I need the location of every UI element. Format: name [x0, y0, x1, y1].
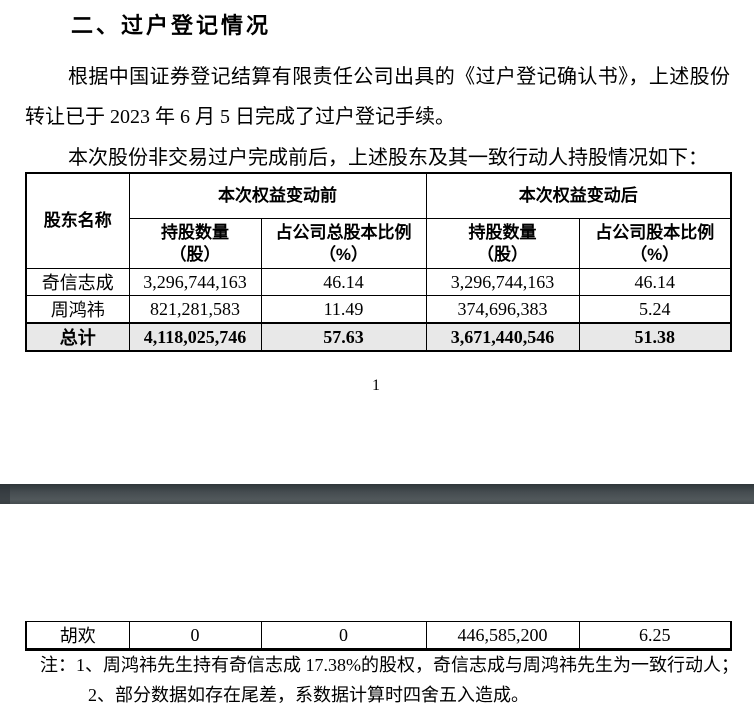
cell-after-percent: 46.14 — [578, 268, 732, 296]
paragraph-1-line-2: 转让已于 2023 年 6 月 5 日完成了过户登记手续。 — [25, 106, 455, 128]
header-after-shares: 持股数量 （股） — [425, 218, 580, 269]
cell-before-percent: 46.14 — [260, 268, 427, 296]
cell-after-shares: 374,696,383 — [425, 295, 580, 324]
table-row: 周鸿祎 821,281,583 11.49 374,696,383 5.24 — [25, 295, 732, 324]
shareholding-table-continued: 胡欢 0 0 446,585,200 6.25 — [25, 621, 732, 651]
header-before-shares-line2: （股） — [169, 244, 221, 264]
cell-before-percent: 0 — [260, 621, 427, 650]
cell-after-percent: 51.38 — [578, 322, 732, 352]
table-header-group-row: 股东名称 本次权益变动前 本次权益变动后 — [25, 172, 732, 269]
page-number: 1 — [372, 377, 380, 394]
cell-after-shares: 446,585,200 — [425, 621, 580, 650]
paragraph-1-line-1: 根据中国证券登记结算有限责任公司出具的《过户登记确认书》，上述股份 — [68, 66, 730, 88]
shareholding-table: 股东名称 本次权益变动前 本次权益变动后 持股数量 （股） 占公司总股本比例 （… — [25, 172, 732, 352]
footnote-2: 2、部分数据如存在尾差，系数据计算时四舍五入造成。 — [88, 685, 529, 705]
header-after-shares-line1: 持股数量 — [468, 222, 537, 242]
cell-shareholder-name: 胡欢 — [25, 621, 130, 650]
cell-before-shares: 3,296,744,163 — [128, 268, 262, 296]
cell-before-percent: 11.49 — [260, 295, 427, 324]
cell-before-shares: 0 — [128, 621, 262, 650]
header-before-percent-line1: 占公司总股本比例 — [275, 222, 412, 242]
footnote-1: 注：1、周鸿祎先生持有奇信志成 17.38%的股权，奇信志成与周鸿祎先生为一致行… — [40, 655, 739, 675]
cell-shareholder-name: 周鸿祎 — [25, 295, 130, 324]
header-before-shares-line1: 持股数量 — [161, 222, 229, 242]
page-separator-left-cap — [0, 484, 10, 504]
cell-before-shares: 4,118,025,746 — [128, 322, 262, 352]
cell-after-shares: 3,296,744,163 — [425, 268, 580, 296]
header-before-percent: 占公司总股本比例 （%） — [260, 218, 427, 269]
cell-total-label: 总计 — [25, 322, 130, 352]
header-after-percent-line1: 占公司股本比例 — [595, 222, 715, 242]
cell-after-percent: 6.25 — [578, 621, 732, 650]
header-before-shares: 持股数量 （股） — [128, 218, 262, 269]
paragraph-2: 本次股份非交易过户完成前后，上述股东及其一致行动人持股情况如下： — [68, 147, 708, 169]
cell-shareholder-name: 奇信志成 — [25, 268, 130, 296]
table-header-sub-row: 持股数量 （股） 占公司总股本比例 （%） 持股数量 （股） 占公司股本比例 （… — [26, 218, 732, 269]
header-before-percent-line2: （%） — [318, 244, 369, 264]
page-separator-band — [0, 484, 754, 504]
header-shareholder-name: 股东名称 — [25, 172, 130, 269]
header-after-shares-line2: （股） — [477, 244, 528, 264]
table-row: 奇信志成 3,296,744,163 46.14 3,296,744,163 4… — [25, 268, 732, 296]
section-heading: 二、过户登记情况 — [71, 13, 272, 38]
header-before-change-group: 本次权益变动前 — [128, 172, 427, 219]
table-total-row: 总计 4,118,025,746 57.63 3,671,440,546 51.… — [25, 322, 732, 352]
cell-before-percent: 57.63 — [260, 322, 427, 352]
cell-after-percent: 5.24 — [578, 295, 732, 324]
header-after-percent-line2: （%） — [630, 244, 680, 264]
header-after-change-group: 本次权益变动后 — [425, 172, 732, 219]
header-after-percent: 占公司股本比例 （%） — [578, 218, 732, 269]
cell-before-shares: 821,281,583 — [128, 295, 262, 324]
table-row: 胡欢 0 0 446,585,200 6.25 — [25, 621, 732, 650]
cell-after-shares: 3,671,440,546 — [425, 322, 580, 352]
